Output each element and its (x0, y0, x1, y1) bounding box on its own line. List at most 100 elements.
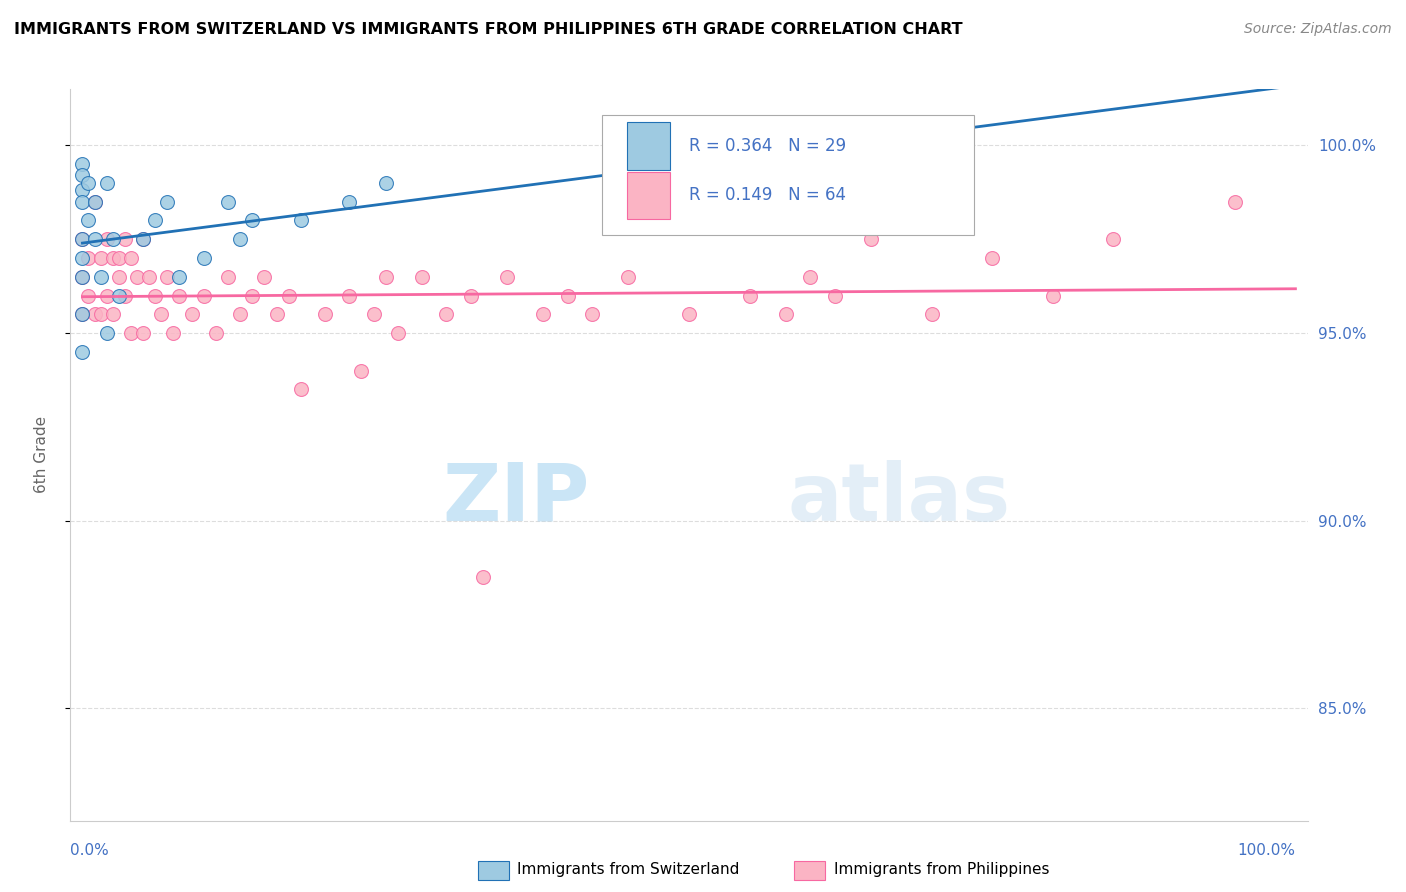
Point (1102, 232, 1125, 246)
Point (337, 194, 360, 209)
Point (434, 307, 457, 321)
Point (114, 232, 136, 246)
Point (557, 288, 579, 302)
Point (132, 326, 155, 340)
Point (193, 288, 215, 302)
Point (253, 269, 276, 284)
Point (229, 307, 252, 321)
Point (180, 307, 202, 321)
Point (411, 269, 433, 284)
Text: atlas: atlas (787, 459, 1011, 538)
Point (1223, 194, 1246, 209)
Point (120, 326, 142, 340)
Point (72, 344, 94, 359)
Point (108, 269, 131, 284)
Point (1042, 288, 1064, 302)
Point (72, 251, 94, 265)
Point (143, 213, 166, 227)
Point (101, 251, 124, 265)
Point (156, 194, 179, 209)
Point (290, 213, 312, 227)
Text: 0.0%: 0.0% (70, 843, 110, 858)
FancyBboxPatch shape (602, 115, 973, 235)
Text: Immigrants from Switzerland: Immigrants from Switzerland (517, 863, 740, 877)
Point (83, 307, 105, 321)
Point (859, 232, 882, 246)
Point (496, 269, 519, 284)
Text: 100.0%: 100.0% (1237, 843, 1295, 858)
Point (108, 288, 131, 302)
Point (240, 213, 263, 227)
Point (314, 307, 336, 321)
Text: R = 0.149   N = 64: R = 0.149 N = 64 (689, 186, 846, 204)
Text: IMMIGRANTS FROM SWITZERLAND VS IMMIGRANTS FROM PHILIPPINES 6TH GRADE CORRELATION: IMMIGRANTS FROM SWITZERLAND VS IMMIGRANT… (14, 22, 963, 37)
Point (193, 251, 215, 265)
Point (471, 570, 494, 584)
Point (981, 251, 1004, 265)
Text: ZIP: ZIP (443, 459, 591, 538)
Point (617, 269, 640, 284)
Point (150, 307, 173, 321)
Point (96, 176, 118, 190)
Point (90, 251, 112, 265)
Point (114, 288, 136, 302)
Point (363, 307, 385, 321)
Point (96, 326, 118, 340)
Text: R = 0.364   N = 29: R = 0.364 N = 29 (689, 136, 846, 154)
Point (125, 269, 148, 284)
Point (374, 176, 396, 190)
Point (678, 307, 700, 321)
Point (240, 288, 263, 302)
Point (72, 157, 94, 171)
Y-axis label: 6th Grade: 6th Grade (35, 417, 49, 493)
Point (83, 194, 105, 209)
Point (77, 251, 100, 265)
Point (72, 269, 94, 284)
Point (120, 251, 142, 265)
Point (143, 288, 166, 302)
Point (169, 288, 191, 302)
Point (156, 269, 179, 284)
Point (387, 326, 409, 340)
Point (72, 307, 94, 321)
Point (217, 269, 239, 284)
Point (83, 194, 105, 209)
Point (138, 269, 160, 284)
Point (90, 307, 112, 321)
Point (72, 232, 94, 246)
Point (72, 169, 94, 183)
Point (72, 184, 94, 198)
Point (350, 363, 373, 377)
Point (77, 213, 100, 227)
Point (108, 251, 131, 265)
Point (162, 326, 184, 340)
Point (824, 288, 846, 302)
Point (72, 232, 94, 246)
Point (90, 269, 112, 284)
Point (460, 288, 482, 302)
Point (205, 326, 228, 340)
Point (132, 232, 155, 246)
Point (77, 288, 100, 302)
Point (72, 307, 94, 321)
Point (531, 307, 554, 321)
Point (72, 269, 94, 284)
Point (101, 232, 124, 246)
Text: Immigrants from Philippines: Immigrants from Philippines (834, 863, 1049, 877)
Point (738, 288, 761, 302)
Point (96, 288, 118, 302)
Point (290, 382, 312, 396)
Bar (627, 122, 671, 169)
Point (374, 269, 396, 284)
Point (229, 232, 252, 246)
Point (921, 307, 943, 321)
Point (581, 307, 603, 321)
Point (132, 232, 155, 246)
Point (799, 269, 821, 284)
Point (83, 232, 105, 246)
Point (101, 307, 124, 321)
Text: Source: ZipAtlas.com: Source: ZipAtlas.com (1244, 22, 1392, 37)
Point (775, 307, 797, 321)
Point (266, 307, 288, 321)
Bar (627, 172, 671, 219)
